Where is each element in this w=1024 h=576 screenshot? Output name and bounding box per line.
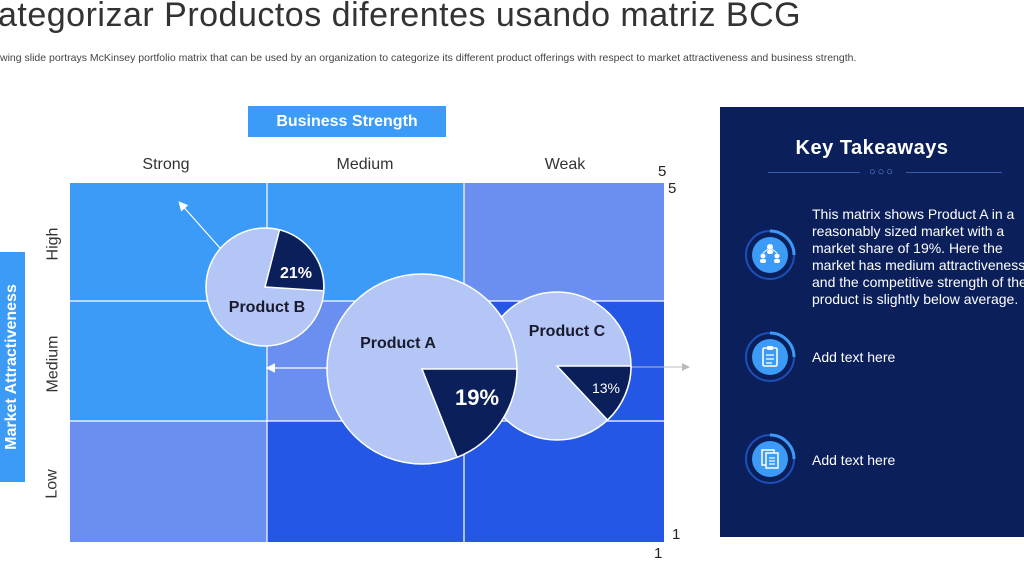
product-c-share: 13%	[592, 380, 620, 396]
product-c-name: Product C	[529, 323, 606, 340]
axis-number: 1	[654, 545, 663, 562]
product-b-share: 21%	[280, 265, 312, 282]
cell-high-weak	[464, 183, 664, 301]
key-takeaways-panel: Key Takeaways ○○○ This matrix shows Prod…	[720, 107, 1024, 537]
product-b-arrow	[178, 201, 221, 249]
axis-number: 1	[672, 526, 681, 543]
column-label-weak: Weak	[544, 156, 586, 173]
product-a-pie: 19% Product A	[326, 273, 518, 465]
cell-low-strong	[70, 421, 267, 542]
divider	[768, 172, 860, 173]
clipboard-icon	[745, 331, 796, 382]
page-subtitle: wing slide portrays McKinsey portfolio m…	[0, 52, 857, 64]
axis-number: 5	[658, 163, 667, 180]
documents-icon	[745, 433, 796, 484]
market-attractiveness-label: Market Attractiveness	[0, 252, 25, 482]
takeaway-text-2: Add text here	[812, 349, 896, 365]
product-b-name: Product B	[229, 299, 305, 316]
product-a-share: 19%	[455, 385, 499, 410]
team-icon	[745, 229, 796, 280]
key-takeaways-title: Key Takeaways	[795, 137, 949, 159]
axis-number: 5	[668, 180, 677, 197]
dots-ornament: ○○○	[869, 166, 895, 178]
row-label-high: High	[40, 204, 66, 284]
divider	[906, 172, 1002, 173]
product-a-slice	[420, 368, 518, 459]
business-strength-label: Business Strength	[248, 106, 446, 137]
column-label-strong: Strong	[142, 156, 190, 173]
market-attractiveness-text: Market Attractiveness	[2, 284, 20, 450]
product-b-pie: 21% Product B	[205, 227, 325, 347]
row-label-low-text: Low	[44, 469, 62, 499]
product-a-name: Product A	[360, 335, 436, 352]
row-label-medium-text: Medium	[44, 335, 61, 393]
takeaway-text-3: Add text here	[812, 452, 896, 468]
column-label-medium: Medium	[336, 156, 394, 173]
product-c-pie: 13% Product C	[482, 291, 632, 441]
takeaway-text-1: This matrix shows Product A in a reasona…	[812, 206, 1024, 307]
row-label-low: Low	[40, 444, 66, 524]
product-c-slice	[555, 365, 632, 422]
row-label-high-text: High	[44, 227, 61, 261]
cell-low-weak	[464, 421, 664, 542]
page-title: ategorizar Productos diferentes usando m…	[0, 0, 802, 34]
row-label-medium: Medium	[40, 324, 66, 404]
product-b-slice	[264, 228, 325, 292]
